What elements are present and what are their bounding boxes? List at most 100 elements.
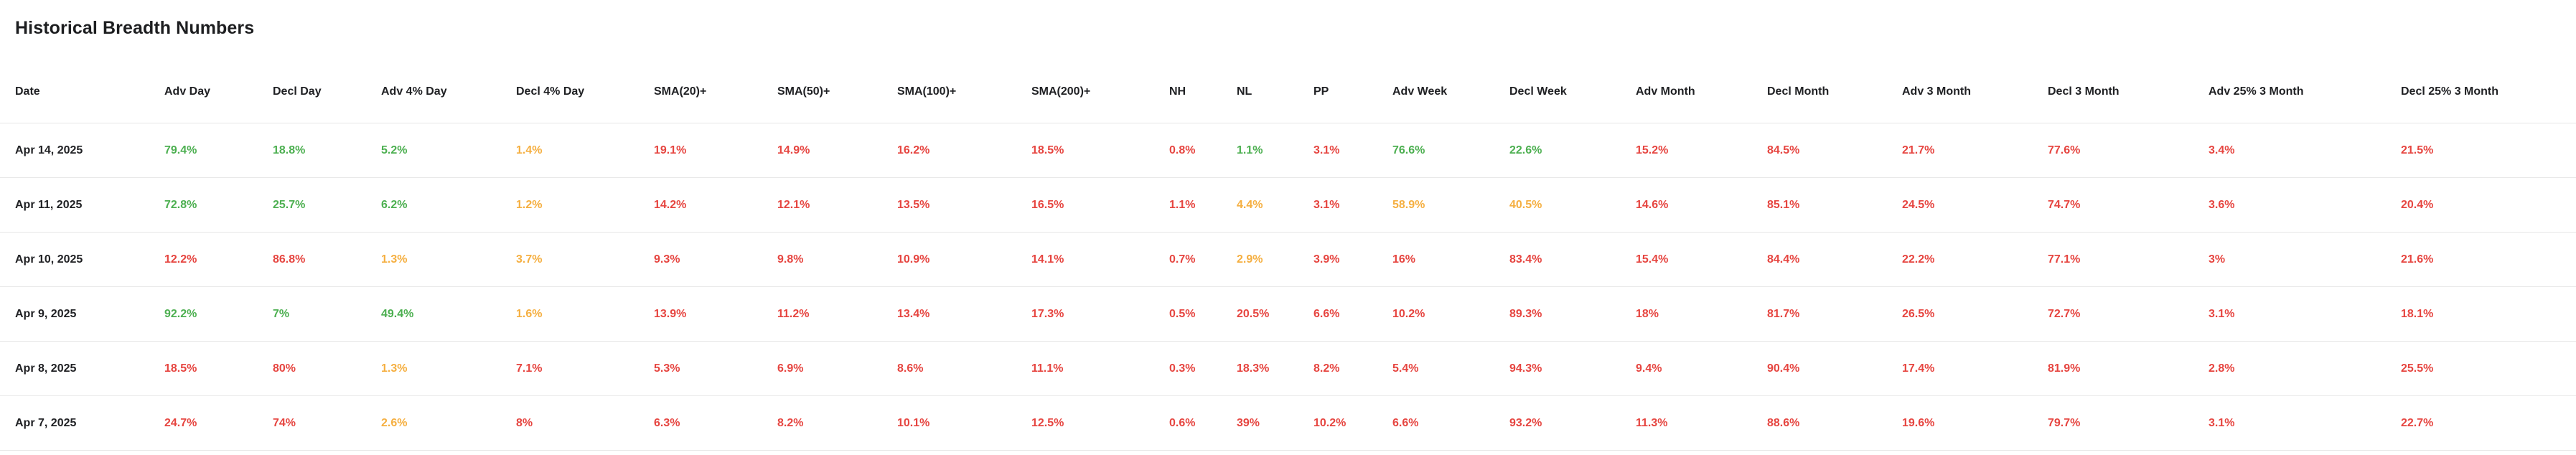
- value-cell: 86.8%: [273, 232, 381, 287]
- column-header-adv-25-3-month[interactable]: Adv 25% 3 Month: [2209, 85, 2304, 98]
- value-cell: 84.5%: [1767, 123, 1902, 178]
- value-cell: 1.1%: [1237, 123, 1313, 178]
- value-cell: 13.5%: [897, 177, 1031, 233]
- value-cell: 10.9%: [897, 232, 1031, 287]
- value-cell: 2.6%: [381, 395, 516, 451]
- value-cell: 14.6%: [1636, 177, 1767, 233]
- value-cell: 18.5%: [164, 341, 273, 396]
- column-header-nh[interactable]: NH: [1169, 85, 1186, 98]
- value-cell: 77.6%: [2048, 123, 2209, 178]
- value-cell: 88.6%: [1767, 395, 1902, 451]
- value-cell: 6.3%: [654, 395, 777, 451]
- value-cell: 92.2%: [164, 286, 273, 342]
- column-header-pp[interactable]: PP: [1313, 85, 1329, 98]
- value-cell: 40.5%: [1509, 177, 1636, 233]
- value-cell: 10.2%: [1313, 395, 1392, 451]
- value-cell: 0.8%: [1169, 123, 1237, 178]
- column-header-date[interactable]: Date: [15, 85, 40, 98]
- value-cell: 15.4%: [1636, 232, 1767, 287]
- column-header-nl[interactable]: NL: [1237, 85, 1252, 98]
- value-cell: 93.2%: [1509, 395, 1636, 451]
- value-cell: 1.4%: [516, 123, 654, 178]
- value-cell: 5.4%: [1392, 341, 1509, 396]
- value-cell: 5.3%: [654, 341, 777, 396]
- value-cell: 13.9%: [654, 286, 777, 342]
- value-cell: 22.6%: [1509, 123, 1636, 178]
- value-cell: 6.9%: [777, 341, 897, 396]
- value-cell: 24.5%: [1902, 177, 2048, 233]
- value-cell: 79.7%: [2048, 395, 2209, 451]
- value-cell: 1.1%: [1169, 177, 1237, 233]
- column-header-sma-100[interactable]: SMA(100)+: [897, 85, 957, 98]
- value-cell: 39%: [1237, 395, 1313, 451]
- value-cell: 3.1%: [2209, 286, 2401, 342]
- value-cell: 3.7%: [516, 232, 654, 287]
- value-cell: 8%: [516, 395, 654, 451]
- value-cell: 90.4%: [1767, 341, 1902, 396]
- value-cell: 6.6%: [1313, 286, 1392, 342]
- value-cell: 9.8%: [777, 232, 897, 287]
- table-body: Apr 14, 2025 79.4% 18.8% 5.2% 1.4% 19.1% 14.9%…: [0, 123, 2576, 451]
- value-cell: 7.1%: [516, 341, 654, 396]
- column-header-decl-month[interactable]: Decl Month: [1767, 85, 1830, 98]
- column-header-sma-200[interactable]: SMA(200)+: [1031, 85, 1091, 98]
- value-cell: 17.3%: [1031, 286, 1169, 342]
- value-cell: 84.4%: [1767, 232, 1902, 287]
- value-cell: 89.3%: [1509, 286, 1636, 342]
- value-cell: 74.7%: [2048, 177, 2209, 233]
- value-cell: 10.1%: [897, 395, 1031, 451]
- value-cell: 85.1%: [1767, 177, 1902, 233]
- value-cell: 18.1%: [2401, 286, 2576, 342]
- column-header-sma-50[interactable]: SMA(50)+: [777, 85, 830, 98]
- value-cell: 9.4%: [1636, 341, 1767, 396]
- value-cell: 74%: [273, 395, 381, 451]
- date-cell: Apr 9, 2025: [0, 286, 164, 342]
- value-cell: 22.2%: [1902, 232, 2048, 287]
- date-cell: Apr 14, 2025: [0, 123, 164, 178]
- value-cell: 12.5%: [1031, 395, 1169, 451]
- value-cell: 16.2%: [897, 123, 1031, 178]
- value-cell: 21.6%: [2401, 232, 2576, 287]
- value-cell: 3.1%: [1313, 123, 1392, 178]
- value-cell: 83.4%: [1509, 232, 1636, 287]
- value-cell: 3%: [2209, 232, 2401, 287]
- value-cell: 3.4%: [2209, 123, 2401, 178]
- column-header-decl-25-3-month[interactable]: Decl 25% 3 Month: [2401, 85, 2499, 98]
- value-cell: 4.4%: [1237, 177, 1313, 233]
- value-cell: 81.9%: [2048, 341, 2209, 396]
- value-cell: 80%: [273, 341, 381, 396]
- column-header-decl-day[interactable]: Decl Day: [273, 85, 322, 98]
- date-cell: Apr 8, 2025: [0, 341, 164, 396]
- value-cell: 8.2%: [1313, 341, 1392, 396]
- column-header-adv-week[interactable]: Adv Week: [1392, 85, 1448, 98]
- column-header-decl-3-month[interactable]: Decl 3 Month: [2048, 85, 2120, 98]
- breadth-table: Date Adv Day Decl Day Adv 4% Day Decl 4% Day…: [0, 39, 2576, 451]
- value-cell: 8.6%: [897, 341, 1031, 396]
- value-cell: 3.1%: [1313, 177, 1392, 233]
- value-cell: 72.7%: [2048, 286, 2209, 342]
- value-cell: 0.5%: [1169, 286, 1237, 342]
- value-cell: 6.2%: [381, 177, 516, 233]
- table-row: Apr 14, 2025 79.4% 18.8% 5.2% 1.4% 19.1% 14.9%…: [0, 123, 2576, 178]
- column-header-decl-4-day[interactable]: Decl 4% Day: [516, 85, 585, 98]
- value-cell: 19.1%: [654, 123, 777, 178]
- column-header-adv-day[interactable]: Adv Day: [164, 85, 211, 98]
- value-cell: 2.9%: [1237, 232, 1313, 287]
- value-cell: 49.4%: [381, 286, 516, 342]
- date-cell: Apr 11, 2025: [0, 177, 164, 233]
- column-header-sma-20[interactable]: SMA(20)+: [654, 85, 707, 98]
- value-cell: 11.3%: [1636, 395, 1767, 451]
- value-cell: 1.6%: [516, 286, 654, 342]
- value-cell: 18.8%: [273, 123, 381, 178]
- value-cell: 77.1%: [2048, 232, 2209, 287]
- value-cell: 17.4%: [1902, 341, 2048, 396]
- table-row: Apr 11, 2025 72.8% 25.7% 6.2% 1.2% 14.2% 12.1%…: [0, 177, 2576, 233]
- column-header-adv-4-day[interactable]: Adv 4% Day: [381, 85, 447, 98]
- column-header-adv-3-month[interactable]: Adv 3 Month: [1902, 85, 1971, 98]
- column-header-adv-month[interactable]: Adv Month: [1636, 85, 1695, 98]
- value-cell: 3.9%: [1313, 232, 1392, 287]
- value-cell: 24.7%: [164, 395, 273, 451]
- value-cell: 1.2%: [516, 177, 654, 233]
- column-header-decl-week[interactable]: Decl Week: [1509, 85, 1567, 98]
